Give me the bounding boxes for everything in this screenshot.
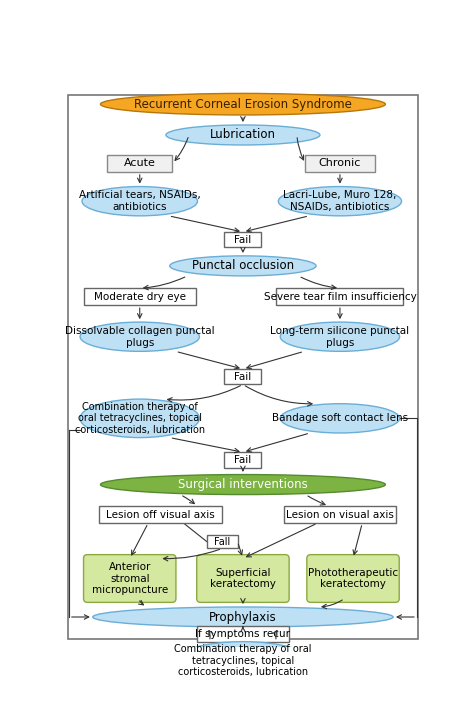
Text: Fail: Fail — [234, 455, 252, 465]
Text: If symptoms recur: If symptoms recur — [195, 629, 291, 639]
Text: Combination therapy of
oral tetracyclines, topical
corticosteroids, lubrication: Combination therapy of oral tetracycline… — [75, 402, 205, 435]
Text: Long-term silicone punctal
plugs: Long-term silicone punctal plugs — [270, 326, 410, 348]
Text: Fall: Fall — [214, 537, 230, 547]
FancyBboxPatch shape — [225, 232, 261, 247]
Text: Phototherapeutic
keratectomy: Phototherapeutic keratectomy — [308, 568, 398, 590]
Ellipse shape — [278, 187, 401, 216]
Ellipse shape — [170, 256, 316, 276]
Ellipse shape — [82, 187, 198, 216]
Text: Fail: Fail — [234, 371, 252, 382]
FancyBboxPatch shape — [84, 288, 196, 305]
FancyBboxPatch shape — [305, 155, 374, 172]
FancyBboxPatch shape — [276, 288, 403, 305]
Text: Lubrication: Lubrication — [210, 129, 276, 142]
Text: Dissolvable collagen punctal
plugs: Dissolvable collagen punctal plugs — [65, 326, 215, 348]
Text: Acute: Acute — [124, 158, 155, 169]
Ellipse shape — [100, 93, 385, 115]
FancyBboxPatch shape — [197, 626, 289, 642]
Text: Lesion off visual axis: Lesion off visual axis — [106, 510, 215, 520]
Ellipse shape — [175, 642, 310, 680]
Text: Recurrent Corneal Erosion Syndrome: Recurrent Corneal Erosion Syndrome — [134, 97, 352, 111]
Ellipse shape — [80, 399, 200, 438]
FancyBboxPatch shape — [307, 555, 399, 603]
FancyBboxPatch shape — [83, 555, 176, 603]
Text: Moderate dry eye: Moderate dry eye — [94, 292, 186, 302]
Ellipse shape — [166, 125, 320, 145]
Text: Artificial tears, NSAIDs,
antibiotics: Artificial tears, NSAIDs, antibiotics — [79, 190, 201, 212]
Text: Lesion on visual axis: Lesion on visual axis — [286, 510, 394, 520]
Text: Severe tear film insufficiency: Severe tear film insufficiency — [264, 292, 416, 302]
FancyBboxPatch shape — [225, 369, 261, 385]
Ellipse shape — [280, 322, 400, 351]
Text: Surgical interventions: Surgical interventions — [178, 478, 308, 491]
Text: Superficial
keratectomy: Superficial keratectomy — [210, 568, 276, 590]
Ellipse shape — [280, 403, 400, 433]
Text: Chronic: Chronic — [319, 158, 361, 169]
Ellipse shape — [93, 607, 393, 627]
Text: Fail: Fail — [234, 235, 252, 245]
FancyBboxPatch shape — [207, 534, 237, 548]
FancyBboxPatch shape — [225, 452, 261, 467]
FancyBboxPatch shape — [68, 95, 418, 639]
FancyBboxPatch shape — [107, 155, 173, 172]
Text: Bandage soft contact lens: Bandage soft contact lens — [272, 414, 408, 423]
Text: Lacri-Lube, Muro 128,
NSAIDs, antibiotics: Lacri-Lube, Muro 128, NSAIDs, antibiotic… — [283, 190, 397, 212]
Ellipse shape — [100, 475, 385, 494]
Text: Punctal occlusion: Punctal occlusion — [192, 260, 294, 273]
FancyBboxPatch shape — [99, 506, 222, 523]
Ellipse shape — [80, 322, 200, 351]
Text: Anterior
stromal
micropuncture: Anterior stromal micropuncture — [91, 562, 168, 595]
Text: Prophylaxis: Prophylaxis — [209, 611, 277, 624]
FancyBboxPatch shape — [197, 555, 289, 603]
Text: Combination therapy of oral
tetracyclines, topical
corticosteroids, lubrication: Combination therapy of oral tetracycline… — [174, 644, 312, 678]
FancyBboxPatch shape — [284, 506, 396, 523]
